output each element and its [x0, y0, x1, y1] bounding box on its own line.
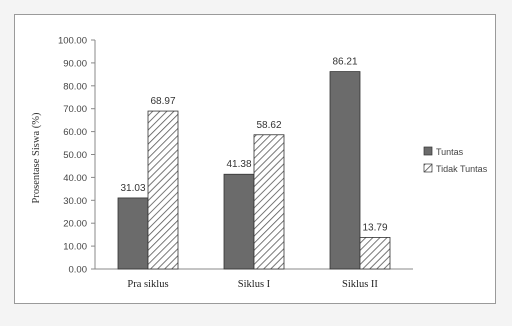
bar: [359, 237, 391, 270]
legend: Tuntas Tidak Tuntas: [423, 146, 488, 174]
y-tick-label: 30.00: [63, 196, 87, 207]
y-tick-label: 40.00: [63, 173, 87, 184]
y-tick-label: 70.00: [63, 104, 87, 115]
y-tick-label: 20.00: [63, 219, 87, 230]
y-tick-label: 90.00: [63, 58, 87, 69]
legend-swatch: [423, 146, 433, 156]
y-tick-label: 100.00: [58, 36, 87, 47]
bar-value-label: 31.03: [120, 183, 145, 194]
bar-value-label: 68.97: [150, 96, 175, 107]
bar-value-label: 58.62: [256, 120, 281, 131]
chart-frame: 0.00 10.00 20.00 30.00 40.00 50.00 60.00 70.00 8…: [14, 14, 496, 304]
x-tick-label: Siklus II: [342, 279, 378, 290]
y-tick-labels: 0.00 10.00 20.00 30.00 40.00 50.00 60.00 70.00 8…: [58, 36, 87, 276]
y-tick-label: 60.00: [63, 127, 87, 138]
bar-value-label: 13.79: [362, 222, 387, 233]
bar-value-label: 41.38: [226, 159, 251, 170]
y-tick-label: 0.00: [69, 265, 88, 276]
bar: [329, 71, 361, 270]
bar-value-label: 86.21: [332, 57, 357, 68]
bar-value-labels: 31.03 68.97 41.38 58.62 86.21 13.79: [120, 57, 387, 234]
y-tick-label: 10.00: [63, 242, 87, 253]
bar: [253, 134, 285, 270]
legend-swatch: [423, 163, 433, 173]
bars: [117, 71, 391, 270]
bar: [117, 197, 149, 270]
y-tick-label: 50.00: [63, 150, 87, 161]
legend-label: Tuntas: [436, 147, 464, 157]
x-tick-label: Pra siklus: [127, 279, 168, 290]
y-tick-label: 80.00: [63, 81, 87, 92]
legend-label: Tidak Tuntas: [436, 164, 488, 174]
x-tick-label: Siklus I: [238, 279, 271, 290]
bar: [147, 110, 179, 270]
bar-chart: 0.00 10.00 20.00 30.00 40.00 50.00 60.00 70.00 8…: [31, 36, 488, 291]
bar: [223, 173, 255, 270]
y-axis-label: Prosentase Siswa (%): [31, 112, 42, 203]
x-tick-labels: Pra siklus Siklus I Siklus II: [127, 279, 378, 290]
